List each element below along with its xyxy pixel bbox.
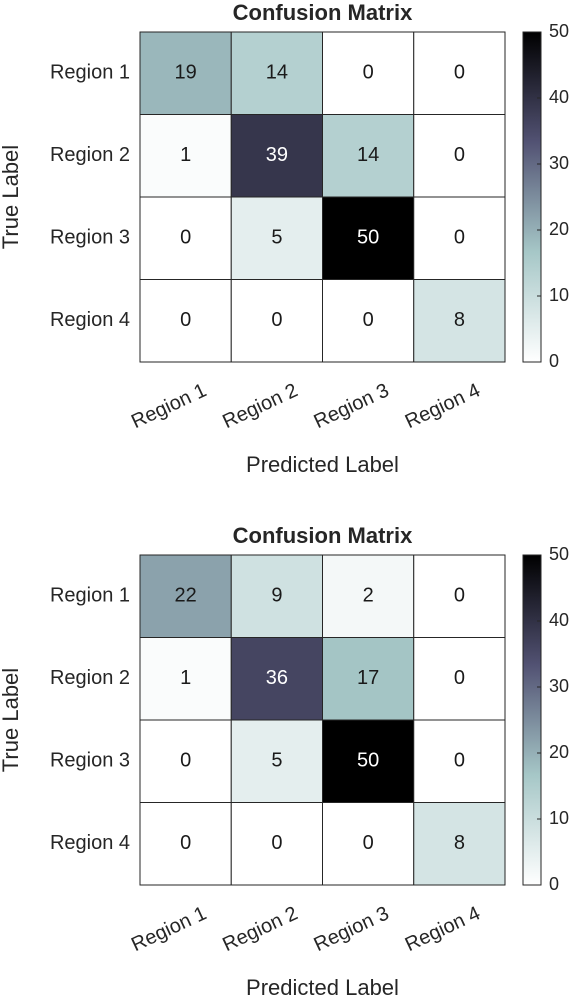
heatmap-cell <box>139 279 232 363</box>
cell-label: 0 <box>454 667 465 689</box>
cell-label: 0 <box>271 309 282 331</box>
cell-label: 0 <box>454 144 465 166</box>
colorbar-tick-label: 10 <box>549 808 569 828</box>
y-tick-label: Region 3 <box>50 750 130 772</box>
heatmap-cell <box>139 31 232 115</box>
colorbar <box>522 554 542 886</box>
cell-label: 0 <box>180 750 191 772</box>
heatmap-cell <box>413 637 506 721</box>
cell-label: 22 <box>175 585 197 607</box>
colorbar-tick-label: 20 <box>549 219 569 239</box>
y-tick-label: Region 3 <box>50 227 130 249</box>
colorbar-tick-label: 50 <box>549 21 569 41</box>
chart-title: Confusion Matrix <box>233 523 413 548</box>
heatmap-cell <box>322 279 415 363</box>
heatmap-cell <box>230 196 323 280</box>
heatmap-cell <box>230 114 323 198</box>
heatmap-cell <box>413 114 506 198</box>
cell-label: 9 <box>271 585 282 607</box>
y-tick-label: Region 4 <box>50 309 130 331</box>
y-axis-title: True Label <box>0 145 23 249</box>
colorbar <box>522 31 542 363</box>
colorbar-tick-label: 40 <box>549 87 569 107</box>
x-tick-label: Region 3 <box>311 902 393 956</box>
heatmap-cell <box>230 554 323 638</box>
y-tick-label: Region 4 <box>50 832 130 854</box>
heatmap-cell <box>322 31 415 115</box>
heatmap-cell <box>230 719 323 803</box>
heatmap-cell <box>413 719 506 803</box>
cell-label: 0 <box>363 309 374 331</box>
x-axis-title: Predicted Label <box>246 452 399 477</box>
colorbar-tick-label: 30 <box>549 676 569 696</box>
cell-label: 1 <box>180 144 191 166</box>
cell-label: 0 <box>363 62 374 84</box>
y-axis-title: True Label <box>0 668 23 772</box>
heatmap-cell <box>230 279 323 363</box>
y-tick-label: Region 2 <box>50 667 130 689</box>
heatmap-cell <box>413 802 506 886</box>
heatmap-cell <box>413 279 506 363</box>
heatmap-cell <box>413 31 506 115</box>
heatmap-cell <box>139 554 232 638</box>
cell-label: 39 <box>266 144 288 166</box>
cell-label: 0 <box>363 832 374 854</box>
colorbar-tick-label: 0 <box>549 874 559 894</box>
cell-label: 0 <box>180 832 191 854</box>
heatmap-cell <box>139 637 232 721</box>
y-tick-label: Region 1 <box>50 585 130 607</box>
heatmap-cell <box>139 802 232 886</box>
cell-label: 0 <box>180 309 191 331</box>
x-tick-label: Region 4 <box>402 379 484 433</box>
x-tick-label: Region 2 <box>219 379 301 433</box>
chart-title: Confusion Matrix <box>233 0 413 25</box>
cell-label: 36 <box>266 667 288 689</box>
colorbar-tick-label: 30 <box>549 153 569 173</box>
cell-label: 50 <box>357 227 379 249</box>
heatmap-cell <box>139 719 232 803</box>
cell-label: 5 <box>271 227 282 249</box>
y-tick-label: Region 2 <box>50 144 130 166</box>
cell-label: 0 <box>180 227 191 249</box>
heatmap-cell <box>413 554 506 638</box>
heatmap-cell <box>322 719 415 803</box>
x-tick-label: Region 2 <box>219 902 301 956</box>
x-tick-label: Region 1 <box>128 379 210 433</box>
colorbar-tick-label: 50 <box>549 544 569 564</box>
cell-label: 14 <box>266 62 288 84</box>
heatmap-cell <box>322 802 415 886</box>
x-axis-title: Predicted Label <box>246 975 399 1000</box>
colorbar-tick-label: 40 <box>549 610 569 630</box>
x-tick-label: Region 4 <box>402 902 484 956</box>
cell-label: 8 <box>454 309 465 331</box>
cell-label: 50 <box>357 750 379 772</box>
cell-label: 14 <box>357 144 379 166</box>
cell-label: 2 <box>363 585 374 607</box>
y-tick-label: Region 1 <box>50 62 130 84</box>
colorbar-tick-label: 10 <box>549 285 569 305</box>
x-tick-label: Region 1 <box>128 902 210 956</box>
heatmap-cell <box>139 114 232 198</box>
heatmap-cell <box>230 31 323 115</box>
heatmap-cell <box>322 637 415 721</box>
cell-label: 5 <box>271 750 282 772</box>
cell-label: 0 <box>454 750 465 772</box>
cell-label: 0 <box>454 227 465 249</box>
cell-label: 0 <box>271 832 282 854</box>
cell-label: 8 <box>454 832 465 854</box>
cell-label: 1 <box>180 667 191 689</box>
x-tick-label: Region 3 <box>311 379 393 433</box>
colorbar-tick-label: 0 <box>549 351 559 371</box>
cell-label: 17 <box>357 667 379 689</box>
colorbar-tick-label: 20 <box>549 742 569 762</box>
heatmap-cell <box>413 196 506 280</box>
cell-label: 0 <box>454 62 465 84</box>
cell-label: 0 <box>454 585 465 607</box>
heatmap-cell <box>230 802 323 886</box>
cell-label: 19 <box>175 62 197 84</box>
